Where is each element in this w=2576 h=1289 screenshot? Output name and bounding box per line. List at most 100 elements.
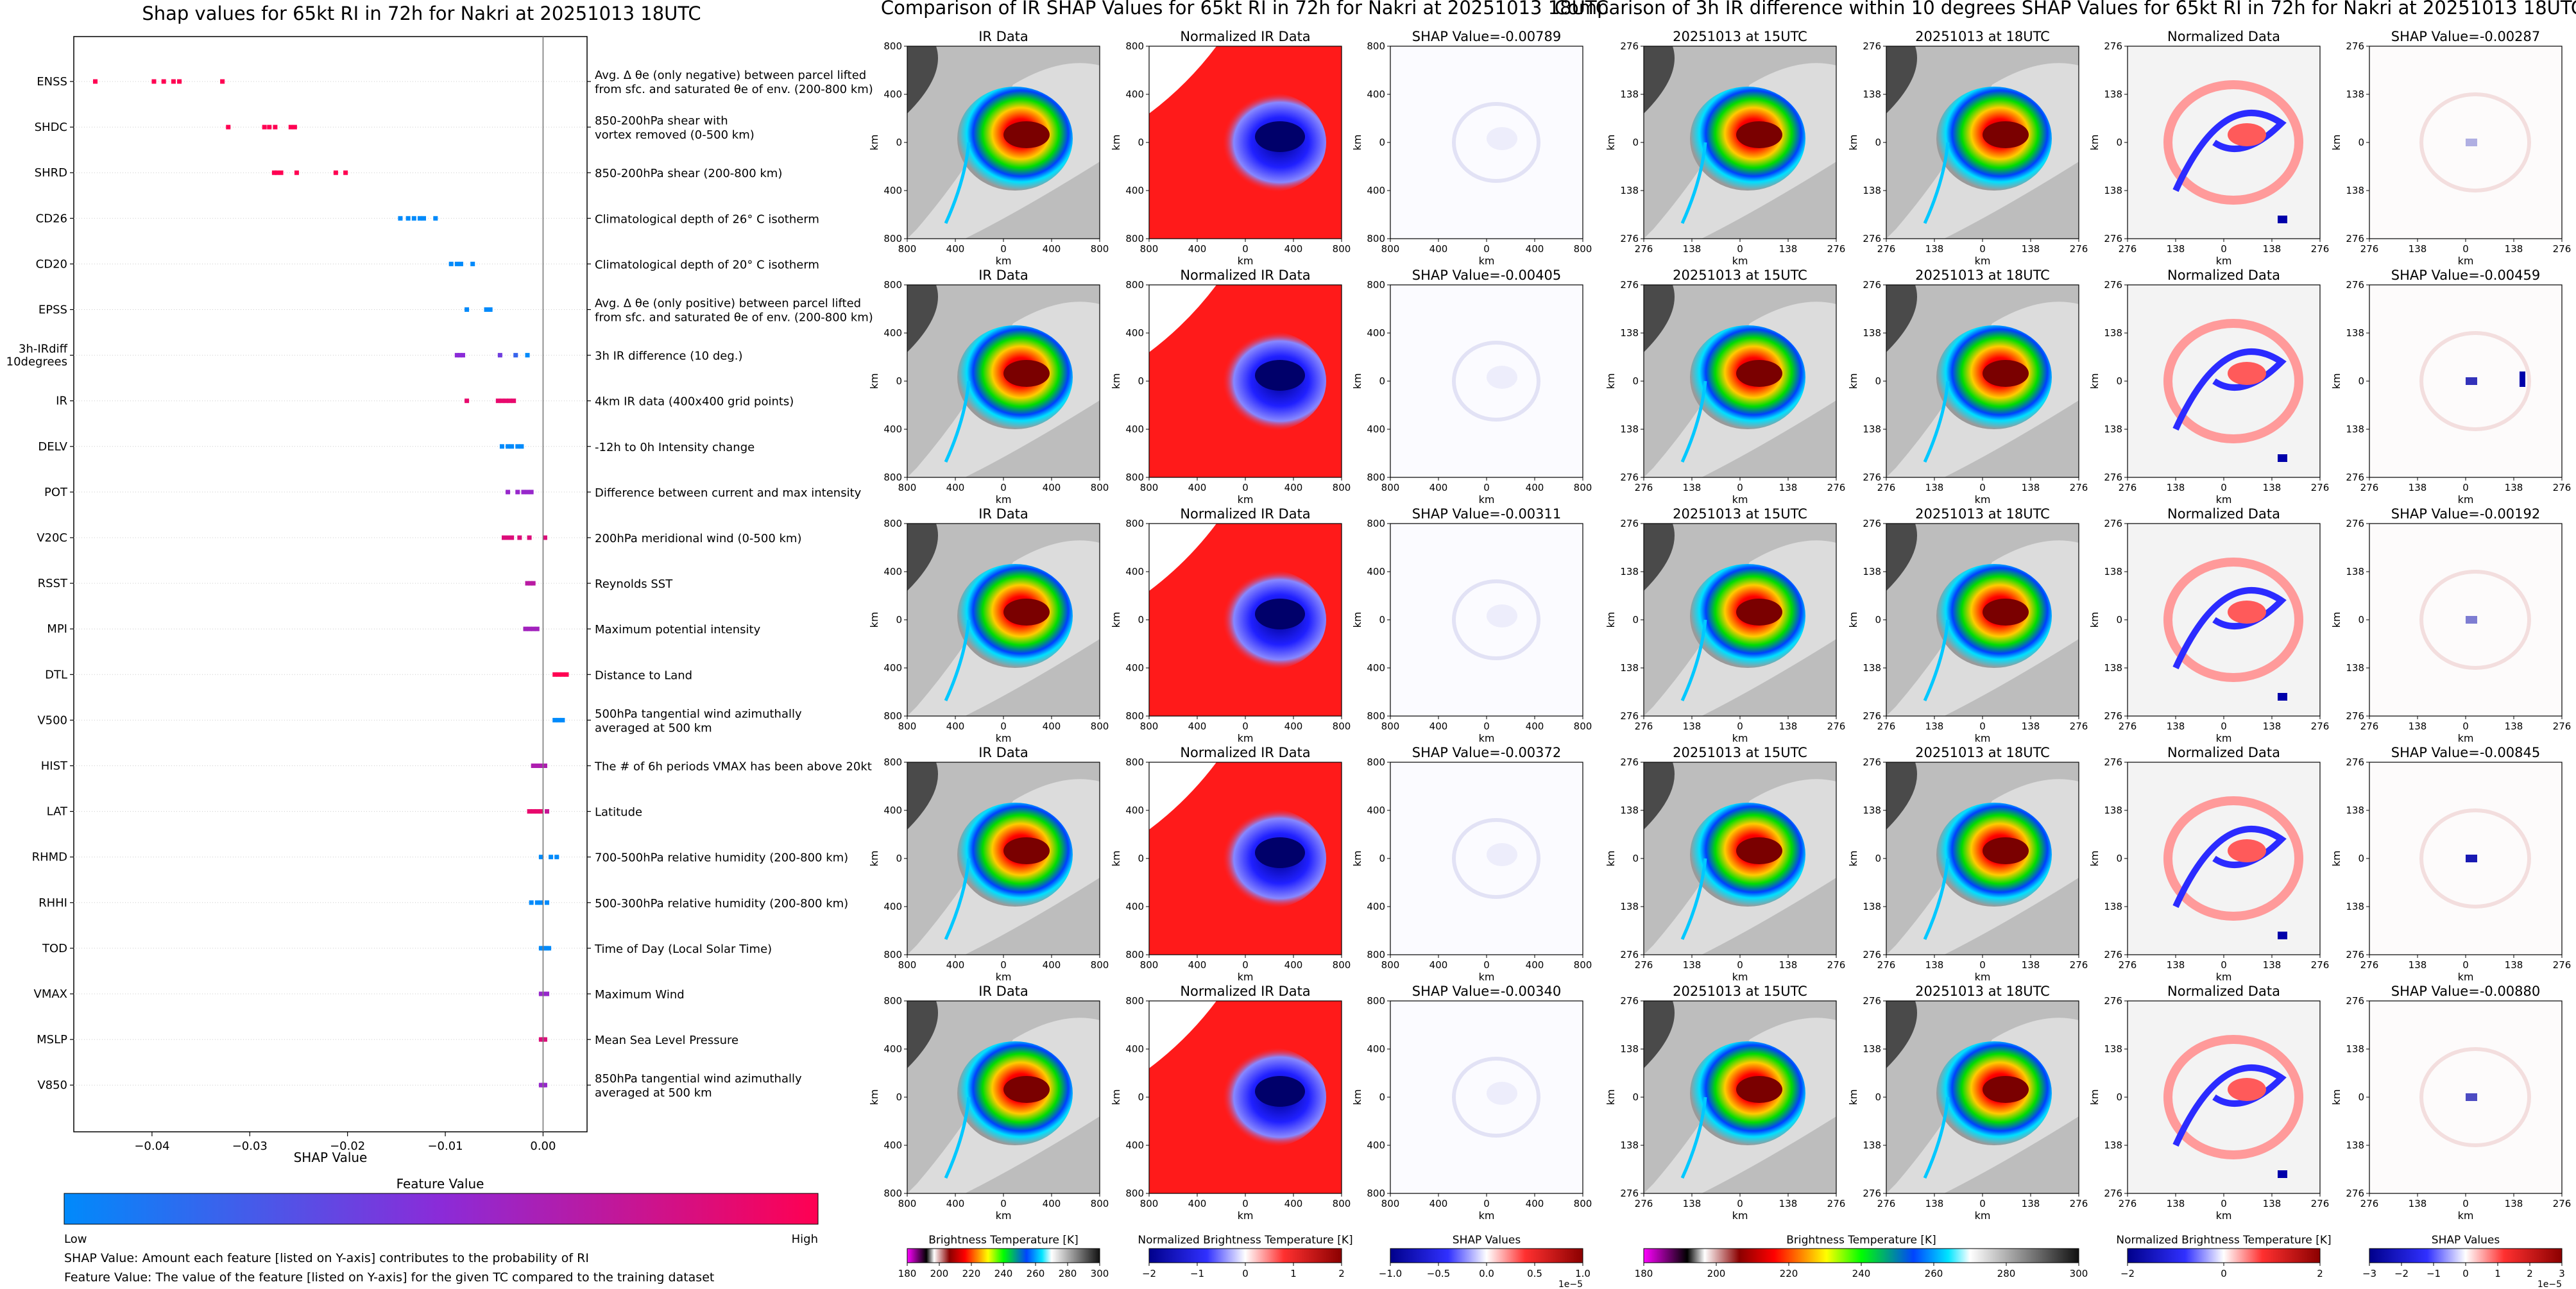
x-tick-label: 0 <box>1737 243 1743 255</box>
footer-line1: SHAP Value: Amount each feature [listed … <box>64 1251 589 1265</box>
x-tick-label: 138 <box>1779 1198 1798 1209</box>
colorbar: Normalized Brightness Temperature [K] −2 −… <box>1138 1234 1352 1279</box>
y-tick-label: 400 <box>883 901 902 912</box>
y-tick-label: 276 <box>2346 995 2364 1007</box>
shap-background <box>1390 524 1583 716</box>
x-tick-label: 400 <box>1043 959 1061 971</box>
x-tick-label: 800 <box>1381 482 1400 493</box>
colorbar-tick-label: 2 <box>1338 1268 1345 1279</box>
y-tick-label: 276 <box>2346 40 2364 52</box>
y-tick-label: 138 <box>1863 327 1881 339</box>
image-panel: SHAP Value=-0.00287276276138138001381382… <box>2330 29 2571 267</box>
feature-label: ENSS <box>37 75 67 89</box>
y-tick-label: 400 <box>1367 1043 1385 1055</box>
x-axis-label: km <box>2216 493 2232 506</box>
x-tick-label: 138 <box>2409 243 2427 255</box>
x-tick-label: 276 <box>2553 1198 2572 1209</box>
x-tick-label: 0 <box>2462 721 2469 732</box>
y-tick-label: 276 <box>2346 518 2364 529</box>
y-tick-label: 400 <box>1367 1140 1385 1151</box>
feature-label: RSST <box>38 577 68 590</box>
panel-title: Normalized Data <box>2167 506 2280 522</box>
feature-description: Mean Sea Level Pressure <box>595 1034 738 1047</box>
y-tick-label: 400 <box>1367 805 1385 816</box>
shap-point <box>525 490 530 495</box>
x-tick-label: 276 <box>2119 482 2137 493</box>
ir-rainband <box>1680 142 1707 225</box>
panel-title: Normalized IR Data <box>1180 745 1310 760</box>
x-tick-label: 276 <box>2360 1198 2379 1209</box>
y-tick-label: 276 <box>1863 1188 1881 1199</box>
x-tick-label: 400 <box>1526 721 1544 732</box>
diff-blue-band <box>2172 1064 2287 1147</box>
colorbar-tick-label: −2 <box>2120 1268 2135 1279</box>
shap-point <box>509 535 515 540</box>
x-tick-label: 0 <box>1242 721 1249 732</box>
x-tick-label: 800 <box>1381 721 1400 732</box>
colorbar-tick-label: 180 <box>1635 1268 1653 1279</box>
image-panel: Normalized IR Data8008004004000040040080… <box>1110 268 1351 506</box>
x-tick-label: 138 <box>1925 482 1944 493</box>
x-tick-label: 800 <box>1333 959 1351 971</box>
y-tick-label: 0 <box>896 375 902 387</box>
image-panel: SHAP Value=-0.00372800800400400004004008… <box>1351 745 1592 983</box>
y-tick-label: 138 <box>2346 423 2364 435</box>
x-tick-label: 0 <box>1979 721 1986 732</box>
y-tick-label: 276 <box>2104 40 2122 52</box>
x-tick-label: 276 <box>1635 482 1653 493</box>
image-panel: 20251013 at 18UTC27627613813800138138276… <box>1847 984 2088 1222</box>
y-tick-label: 400 <box>1125 1140 1144 1151</box>
y-axis-label: km <box>868 373 880 389</box>
x-tick-label: 800 <box>1091 482 1109 493</box>
y-tick-label: 0 <box>1875 137 1881 148</box>
panel-title: SHAP Value=-0.00405 <box>1412 268 1562 283</box>
shap-point <box>564 672 569 677</box>
colorbar-tick-label: 1 <box>2495 1268 2501 1279</box>
x-tick-label: 138 <box>2505 959 2523 971</box>
ir-core <box>1003 599 1050 626</box>
shap-center <box>1487 366 1517 389</box>
shap-point <box>422 216 427 221</box>
panel-title: 20251013 at 18UTC <box>1915 506 2050 522</box>
y-tick-label: 138 <box>2104 805 2122 816</box>
shap-point <box>531 626 536 631</box>
y-tick-label: 400 <box>1125 327 1144 339</box>
feature-description: vortex removed (0-500 km) <box>595 128 755 142</box>
shap-point <box>560 672 565 677</box>
diff-spot <box>2278 932 2287 939</box>
x-tick-label: 138 <box>2167 243 2185 255</box>
x-tick-label: 0 <box>2462 959 2469 971</box>
y-tick-label: 0 <box>2116 1091 2122 1103</box>
feature-label: V20C <box>37 531 67 545</box>
y-tick-label: 138 <box>2104 327 2122 339</box>
x-tick-label: 400 <box>1188 482 1207 493</box>
shap-point <box>405 216 411 221</box>
x-tick-label: 138 <box>2263 243 2282 255</box>
x-tick-label: 400 <box>1188 243 1207 255</box>
x-tick-label: 276 <box>1635 1198 1653 1209</box>
ir-land <box>1886 46 1917 114</box>
shap-ring <box>1452 1057 1540 1138</box>
y-tick-label: 276 <box>2104 710 2122 722</box>
colorbar-tick-label: 300 <box>2070 1268 2088 1279</box>
x-tick-label: 276 <box>2119 959 2137 971</box>
colorbar: Normalized Brightness Temperature [K] −2 0… <box>2116 1234 2331 1279</box>
y-tick-label: 0 <box>1875 375 1881 387</box>
image-panel: 20251013 at 18UTC27627613813800138138276… <box>1847 745 2088 983</box>
y-tick-label: 276 <box>1620 995 1639 1007</box>
norm-core <box>1255 1076 1305 1107</box>
x-axis-label: km <box>996 255 1012 267</box>
y-tick-label: 276 <box>2104 949 2122 960</box>
image-panel: Normalized IR Data8008004004000040040080… <box>1110 745 1351 983</box>
y-tick-label: 138 <box>1863 423 1881 435</box>
panel-title: 20251013 at 15UTC <box>1673 506 1807 522</box>
x-tick-label: 400 <box>1429 243 1448 255</box>
x-tick-label: 138 <box>1779 482 1798 493</box>
x-tick-label: 138 <box>2167 721 2185 732</box>
y-tick-label: 0 <box>2358 137 2364 148</box>
feature-row-hist: HIST The # of 6h periods VMAX has been ab… <box>41 760 872 774</box>
colorbar-tick-label: 0 <box>2462 1268 2469 1279</box>
shap-point <box>534 809 540 814</box>
